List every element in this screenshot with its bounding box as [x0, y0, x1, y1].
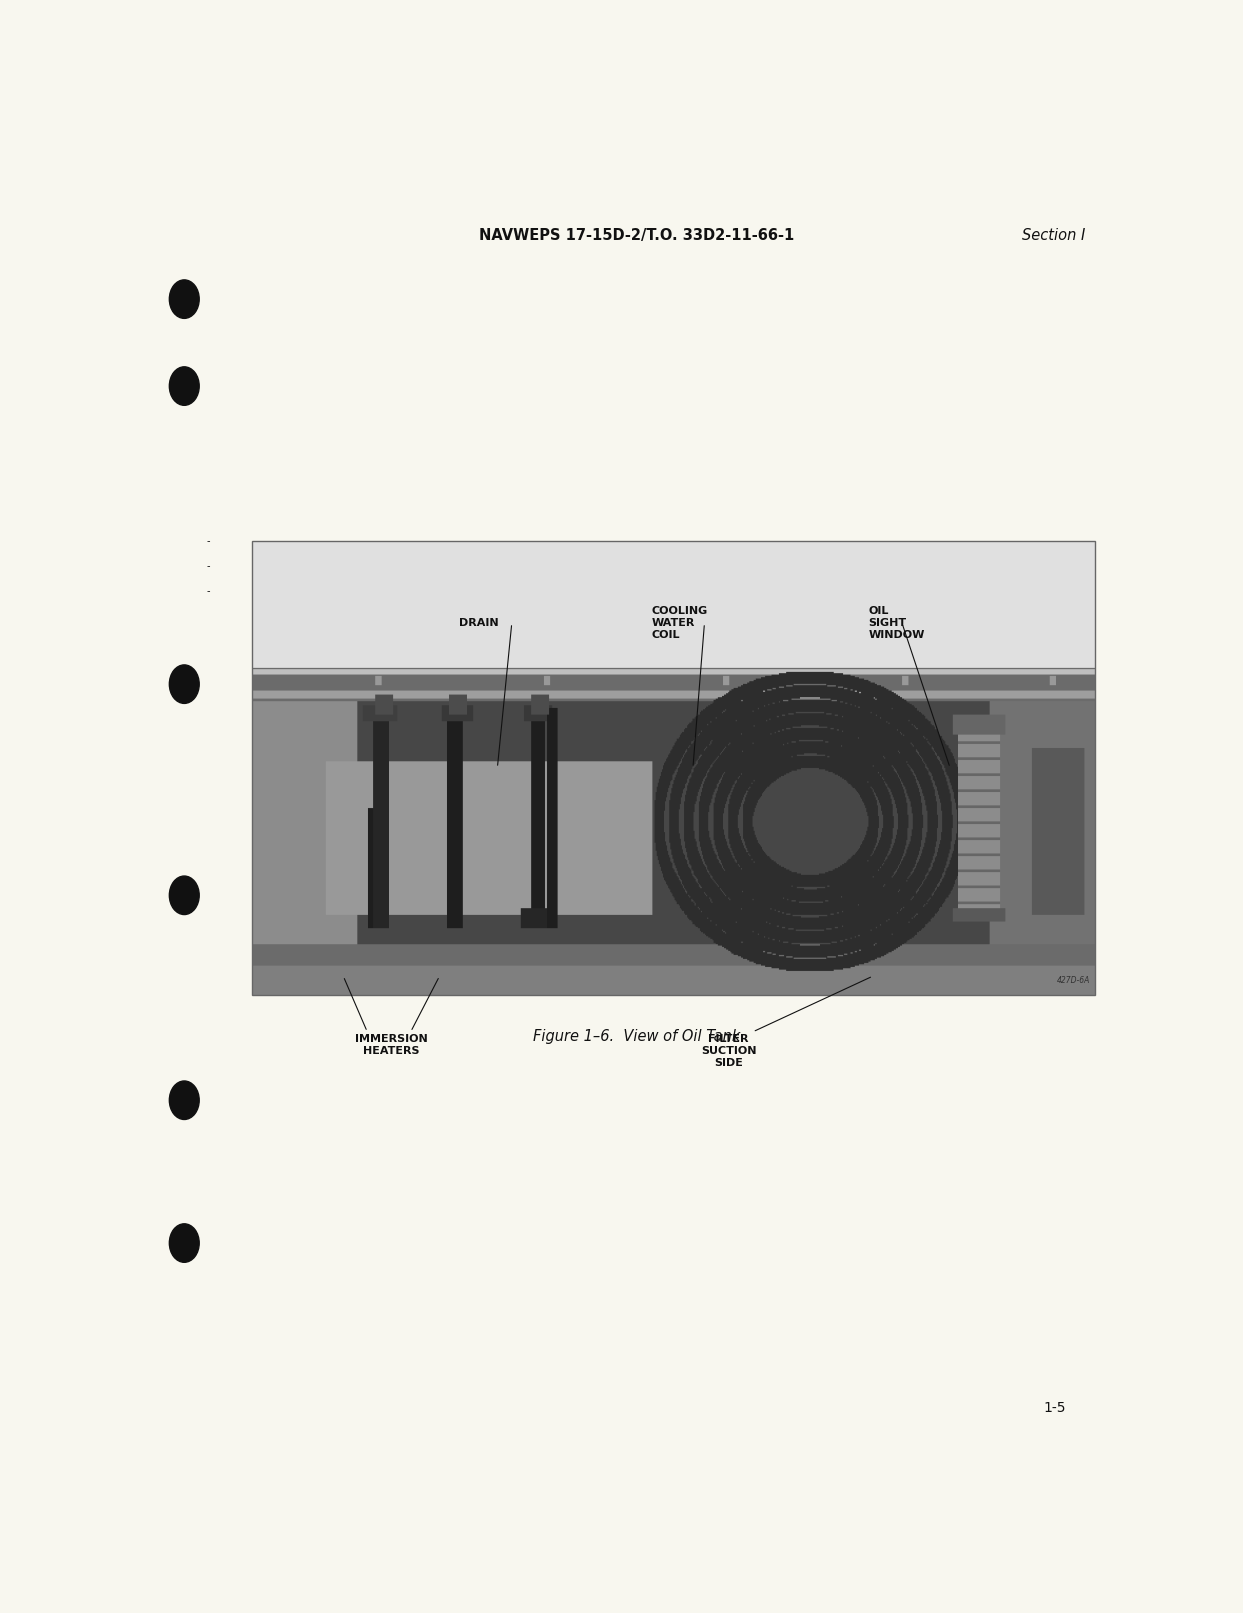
Circle shape: [169, 1081, 199, 1119]
Text: -: -: [206, 586, 210, 595]
Text: COOLING
WATER
COIL: COOLING WATER COIL: [651, 606, 707, 639]
Circle shape: [169, 281, 199, 318]
Circle shape: [169, 876, 199, 915]
Bar: [251, 542, 1095, 995]
Text: -: -: [206, 537, 210, 547]
Text: Section I: Section I: [1022, 227, 1085, 242]
Text: IMMERSION
HEATERS: IMMERSION HEATERS: [355, 1034, 428, 1057]
Text: Figure 1–6.  View of Oil Tank: Figure 1–6. View of Oil Tank: [533, 1029, 741, 1045]
Text: -: -: [206, 561, 210, 571]
Circle shape: [169, 366, 199, 405]
Text: FILTER
SUCTION
SIDE: FILTER SUCTION SIDE: [701, 1034, 756, 1068]
Circle shape: [169, 1224, 199, 1263]
Text: 427D-6A: 427D-6A: [1057, 976, 1090, 984]
Text: 1-5: 1-5: [1043, 1402, 1065, 1415]
Text: DRAIN: DRAIN: [459, 618, 498, 627]
Circle shape: [169, 665, 199, 703]
Text: OIL
SIGHT
WINDOW: OIL SIGHT WINDOW: [868, 606, 925, 639]
Text: NAVWEPS 17-15D-2/T.O. 33D2-11-66-1: NAVWEPS 17-15D-2/T.O. 33D2-11-66-1: [480, 227, 794, 242]
